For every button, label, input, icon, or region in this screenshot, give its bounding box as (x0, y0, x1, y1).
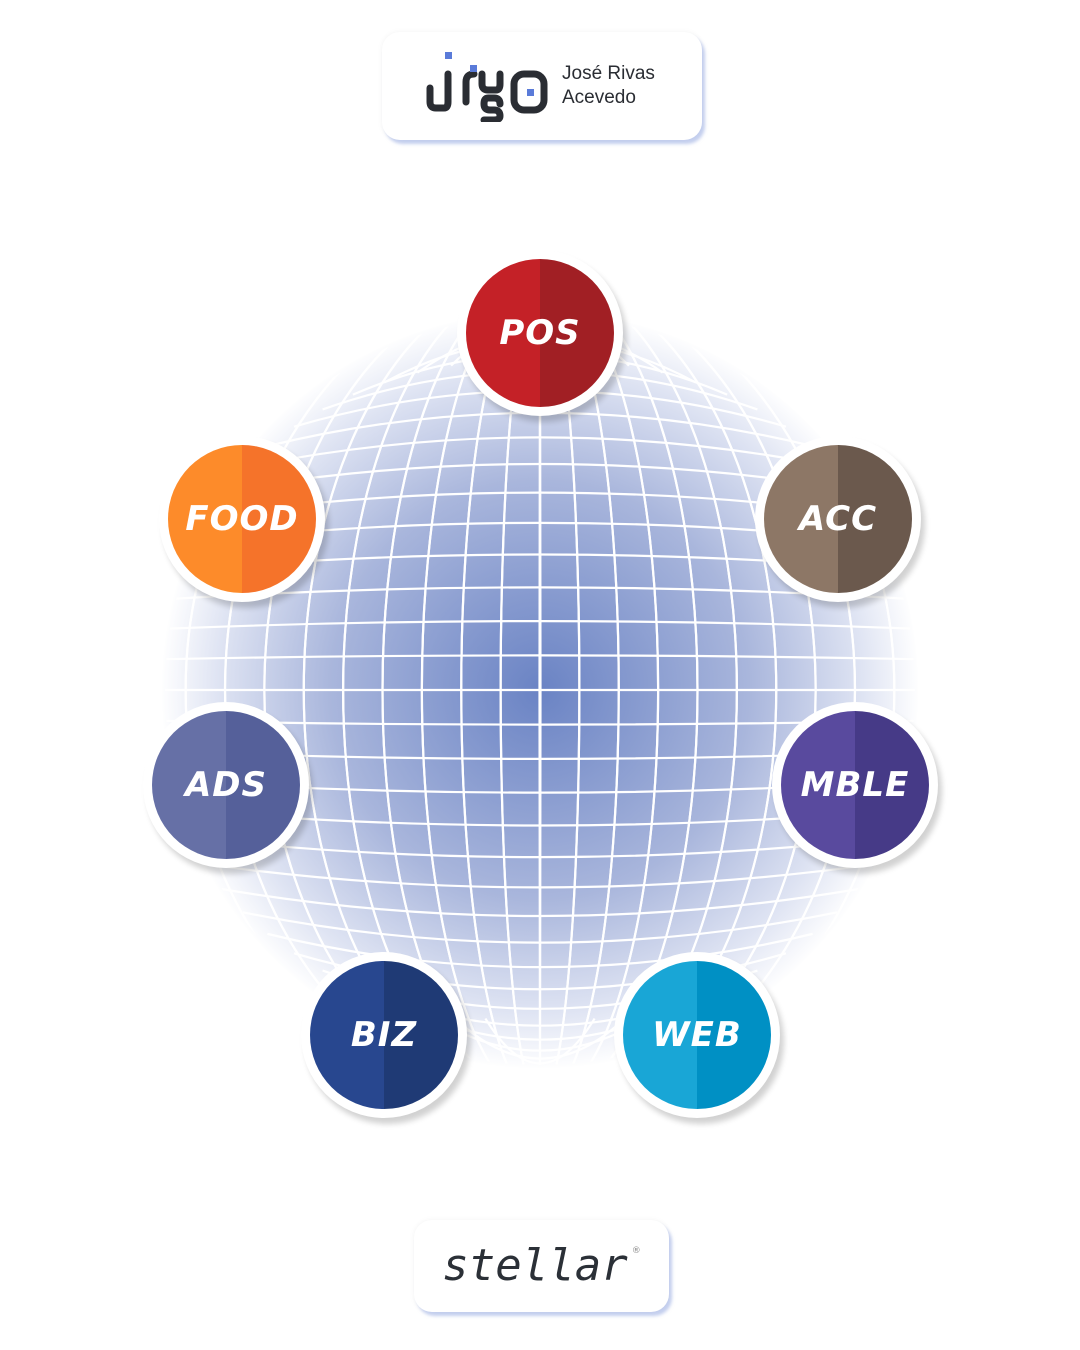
service-disc: WEB (623, 961, 771, 1109)
service-label: POS (499, 313, 581, 353)
service-disc: ADS (152, 711, 300, 859)
service-disc: BIZ (310, 961, 458, 1109)
service-label: FOOD (185, 499, 299, 539)
brand-name-line1: José Rivas (562, 63, 655, 84)
globe-parallel (450, 1013, 630, 1060)
service-label: WEB (652, 1015, 742, 1055)
service-node-web[interactable]: WEB (614, 952, 780, 1118)
service-node-biz[interactable]: BIZ (301, 952, 467, 1118)
service-disc: ACC (764, 445, 912, 593)
globe-parallel (201, 862, 879, 889)
jrisa-logo-mark (426, 52, 548, 122)
service-node-mble[interactable]: MBLE (772, 702, 938, 868)
service-label: ADS (184, 765, 268, 805)
jrisa-logo-card: José Rivas Acevedo (382, 32, 702, 140)
globe-parallel (242, 436, 838, 469)
registered-mark: ® (631, 1246, 641, 1256)
globe-parallel (184, 836, 896, 859)
stellar-logo: stellar (442, 1240, 628, 1291)
service-disc: MBLE (781, 711, 929, 859)
service-disc: FOOD (168, 445, 316, 593)
globe-parallel (484, 1018, 596, 1065)
service-label: BIZ (350, 1015, 418, 1055)
service-label: MBLE (800, 765, 910, 805)
service-node-pos[interactable]: POS (457, 250, 623, 416)
globe-parallel (267, 932, 813, 969)
globe-parallel (242, 911, 838, 944)
globe-parallel (165, 619, 915, 631)
brand-name-line2: Acevedo (562, 87, 636, 108)
service-label: ACC (798, 499, 878, 539)
service-node-food[interactable]: FOOD (159, 436, 325, 602)
service-disc: POS (466, 259, 614, 407)
service-node-acc[interactable]: ACC (755, 436, 921, 602)
globe-parallel (220, 887, 860, 918)
stellar-logo-card: stellar ® (414, 1220, 669, 1312)
globe-parallel (165, 654, 915, 661)
brand-name: José Rivas Acevedo (562, 62, 655, 110)
service-node-ads[interactable]: ADS (143, 702, 309, 868)
